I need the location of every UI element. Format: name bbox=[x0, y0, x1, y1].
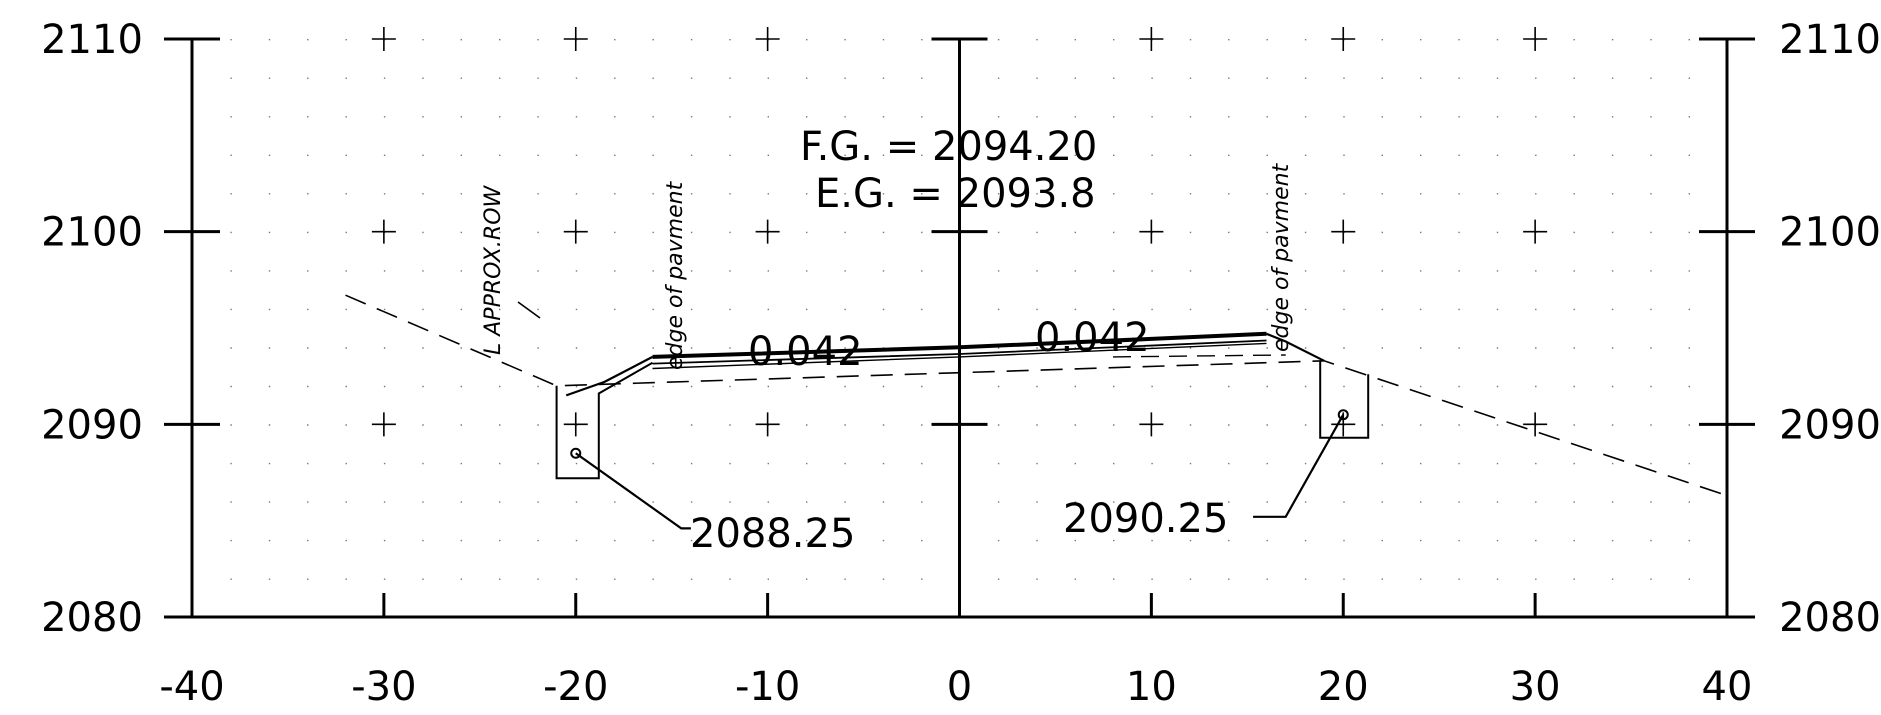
grid-plus-mark bbox=[1139, 219, 1164, 244]
pavement-top-line bbox=[652, 331, 1267, 359]
y-axis-labels: 2110 2110 2100 2100 2090 2090 2080 2080 bbox=[41, 17, 1881, 641]
leader-right bbox=[1253, 414, 1345, 518]
grid-plus-marks bbox=[371, 27, 1548, 437]
y-tick-label-right: 2110 bbox=[1779, 17, 1881, 63]
y-tick-label-left: 2100 bbox=[41, 210, 143, 256]
edge-right-label: edge of pavment bbox=[1269, 162, 1294, 352]
slope-right-label: 0.042 bbox=[1035, 315, 1150, 361]
culvert-right-point bbox=[1337, 409, 1349, 421]
ditch-left-slope bbox=[565, 355, 654, 397]
elev-left-label: 2088.25 bbox=[690, 511, 855, 557]
grid-plus-mark bbox=[1523, 412, 1548, 437]
edge-left-label: edge of pavment bbox=[663, 180, 688, 370]
row-arrow bbox=[517, 301, 541, 319]
grid-plus-mark bbox=[1139, 27, 1164, 51]
y-tick-label-left: 2080 bbox=[41, 595, 143, 641]
x-tick-label: -40 bbox=[159, 664, 224, 710]
plot-frame bbox=[164, 37, 1755, 619]
y-tick-label-left: 2090 bbox=[41, 402, 143, 448]
grid-plus-mark bbox=[1139, 412, 1164, 437]
ditch-left-box bbox=[555, 361, 653, 480]
grid-plus-mark bbox=[1331, 219, 1356, 244]
subgrade-line bbox=[652, 342, 1267, 370]
x-tick-label: -10 bbox=[735, 664, 800, 710]
ditch-right-box bbox=[1319, 360, 1370, 439]
grid-plus-mark bbox=[755, 412, 780, 437]
grid-plus-mark bbox=[371, 412, 396, 437]
x-tick-label: -20 bbox=[543, 664, 608, 710]
road-geometry bbox=[345, 294, 1728, 530]
grid-plus-mark bbox=[1523, 27, 1548, 51]
x-tick-label: 30 bbox=[1510, 664, 1561, 710]
grid-plus-mark bbox=[371, 219, 396, 244]
culvert-left-point bbox=[570, 447, 582, 459]
grid-plus-mark bbox=[755, 219, 780, 244]
right-shoulder-dash bbox=[1112, 354, 1286, 358]
annotations: F.G. = 2094.20 E.G. = 2093.8 0.042 0.042… bbox=[481, 124, 1294, 557]
culvert-markers bbox=[517, 301, 1349, 530]
pavement-base-line bbox=[652, 339, 1267, 365]
x-tick-label: 20 bbox=[1318, 664, 1369, 710]
slope-left-label: 0.042 bbox=[748, 329, 863, 375]
x-tick-label: 10 bbox=[1126, 664, 1177, 710]
fg-label: F.G. = 2094.20 bbox=[800, 124, 1097, 170]
elev-right-label: 2090.25 bbox=[1063, 496, 1228, 542]
grid-plus-mark bbox=[563, 27, 588, 51]
existing-ground-line bbox=[345, 294, 1728, 497]
grid-plus-mark bbox=[563, 219, 588, 244]
pavement-section bbox=[652, 331, 1286, 370]
row-label: L APPROX.ROW bbox=[481, 184, 506, 355]
eg-label: E.G. = 2093.8 bbox=[815, 171, 1096, 217]
grid-plus-mark bbox=[371, 27, 396, 51]
grid-plus-mark bbox=[1331, 27, 1356, 51]
y-tick-label-left: 2110 bbox=[41, 17, 143, 63]
grid-plus-mark bbox=[1523, 219, 1548, 244]
grid-plus-mark bbox=[563, 412, 588, 437]
y-tick-label-right: 2090 bbox=[1779, 402, 1881, 448]
y-tick-label-right: 2100 bbox=[1779, 210, 1881, 256]
x-tick-label: 0 bbox=[947, 664, 972, 710]
ditch-outlines bbox=[555, 332, 1370, 480]
x-tick-label: 40 bbox=[1702, 664, 1753, 710]
leader-left bbox=[575, 452, 691, 530]
y-tick-label-right: 2080 bbox=[1779, 595, 1881, 641]
x-axis-labels: -40 -30 -20 -10 0 10 20 30 40 bbox=[159, 664, 1752, 710]
ditch-right-slope bbox=[1266, 332, 1325, 362]
x-tick-label: -30 bbox=[351, 664, 416, 710]
grid-plus-mark bbox=[755, 27, 780, 51]
